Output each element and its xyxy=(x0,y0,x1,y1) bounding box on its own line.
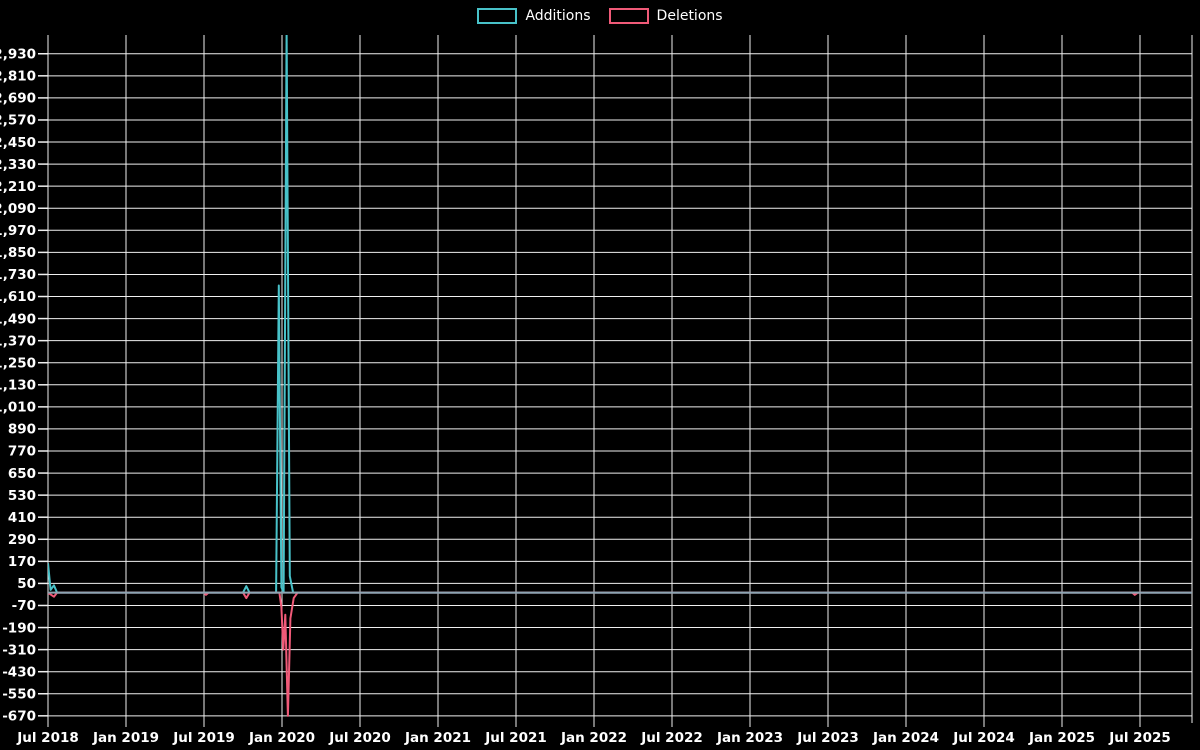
y-tick-label: 50 xyxy=(17,576,36,592)
y-tick-label: 770 xyxy=(8,444,36,460)
additions-line xyxy=(48,35,1192,594)
deletions-line xyxy=(48,591,1192,717)
y-tick-label: 1,130 xyxy=(0,378,36,394)
y-tick-label: -670 xyxy=(2,709,36,725)
y-tick-label: 1,610 xyxy=(0,289,36,305)
y-tick-label: 650 xyxy=(8,466,36,482)
x-tick-label: Jul 2019 xyxy=(172,730,235,746)
legend-item-deletions[interactable]: Deletions xyxy=(608,8,723,24)
y-tick-label: 170 xyxy=(8,554,36,570)
y-tick-label: 2,570 xyxy=(0,113,36,129)
y-tick-label: 2,690 xyxy=(0,91,36,107)
x-tick-label: Jul 2024 xyxy=(952,730,1015,746)
legend-label-additions: Additions xyxy=(525,8,591,24)
x-tick-label: Jan 2019 xyxy=(92,730,159,746)
y-tick-label: 1,010 xyxy=(0,400,36,416)
y-tick-label: 2,330 xyxy=(0,157,36,173)
legend-label-deletions: Deletions xyxy=(656,8,723,24)
y-tick-label: 530 xyxy=(8,488,36,504)
y-tick-label: -70 xyxy=(12,598,36,614)
y-tick-label: 1,250 xyxy=(0,355,36,371)
y-tick-label: 1,370 xyxy=(0,333,36,349)
y-tick-label: 2,930 xyxy=(0,46,36,62)
deletions-swatch-icon xyxy=(608,8,649,24)
y-tick-label: -190 xyxy=(2,620,36,636)
y-tick-label: 410 xyxy=(8,510,36,526)
chart-legend: Additions Deletions xyxy=(0,8,1200,24)
additions-swatch-icon xyxy=(477,8,518,24)
y-tick-label: 1,490 xyxy=(0,311,36,327)
y-tick-label: 1,850 xyxy=(0,245,36,261)
x-tick-label: Jul 2021 xyxy=(484,730,547,746)
x-tick-label: Jan 2022 xyxy=(560,730,627,746)
x-tick-label: Jan 2025 xyxy=(1028,730,1095,746)
x-tick-label: Jul 2023 xyxy=(796,730,859,746)
y-tick-label: 1,730 xyxy=(0,267,36,283)
x-tick-label: Jan 2024 xyxy=(872,730,939,746)
x-tick-label: Jan 2021 xyxy=(404,730,471,746)
x-tick-label: Jan 2020 xyxy=(248,730,315,746)
x-tick-label: Jul 2018 xyxy=(16,730,79,746)
y-tick-label: 2,090 xyxy=(0,201,36,217)
x-tick-label: Jan 2023 xyxy=(716,730,783,746)
x-tick-label: Jul 2020 xyxy=(328,730,391,746)
y-tick-label: -310 xyxy=(2,642,36,658)
y-tick-label: 2,210 xyxy=(0,179,36,195)
legend-item-additions[interactable]: Additions xyxy=(477,8,591,24)
x-tick-label: Jul 2022 xyxy=(640,730,703,746)
y-tick-label: -430 xyxy=(2,664,36,680)
y-tick-label: 1,970 xyxy=(0,223,36,239)
y-tick-label: 290 xyxy=(8,532,36,548)
plot-area[interactable] xyxy=(48,32,1192,717)
y-tick-label: 2,810 xyxy=(0,69,36,85)
x-tick-label: Jul 2025 xyxy=(1108,730,1171,746)
y-tick-label: 890 xyxy=(8,422,36,438)
y-tick-label: 2,450 xyxy=(0,135,36,151)
y-tick-label: -550 xyxy=(2,686,36,702)
